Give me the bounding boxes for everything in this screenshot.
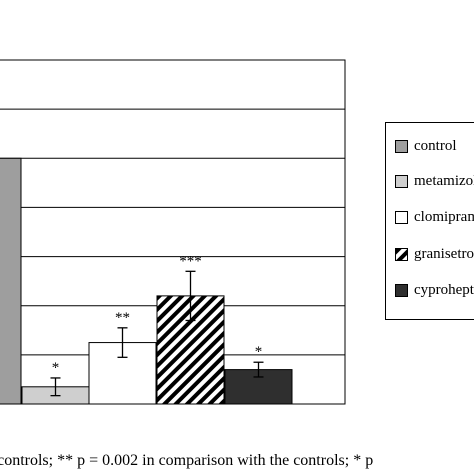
legend-item-0: control: [395, 136, 457, 156]
legend-label-1: metamizole: [414, 172, 474, 189]
legend-item-4: cyproheptadine: [395, 280, 474, 300]
legend-swatch-3: [395, 247, 408, 261]
legend-swatch-1: [395, 174, 408, 188]
legend: control metamizole clomipramine graniset…: [385, 122, 474, 320]
legend-label-2: clomipramine: [414, 208, 474, 225]
legend-label-0: control: [414, 137, 457, 154]
legend-label-4: cyproheptadine: [414, 281, 474, 298]
legend-item-2: clomipramine: [395, 207, 474, 227]
legend-swatch-4: [395, 283, 408, 297]
significance-label-cyproheptadine: *: [255, 344, 263, 360]
legend-swatch-2: [395, 210, 408, 224]
significance-label-metamizole: *: [52, 360, 60, 376]
bar-control: [0, 157, 22, 405]
significance-label-clomipramine: **: [115, 310, 130, 326]
significance-label-granisetron: ***: [179, 253, 202, 269]
legend-label-3: granisetron: [414, 245, 474, 262]
plot-area: *******: [0, 59, 346, 405]
legend-swatch-0: [395, 139, 408, 153]
footnote: he controls; ** p = 0.002 in comparison …: [0, 452, 374, 469]
legend-item-1: metamizole: [395, 171, 474, 191]
legend-item-3: granisetron: [395, 244, 474, 264]
